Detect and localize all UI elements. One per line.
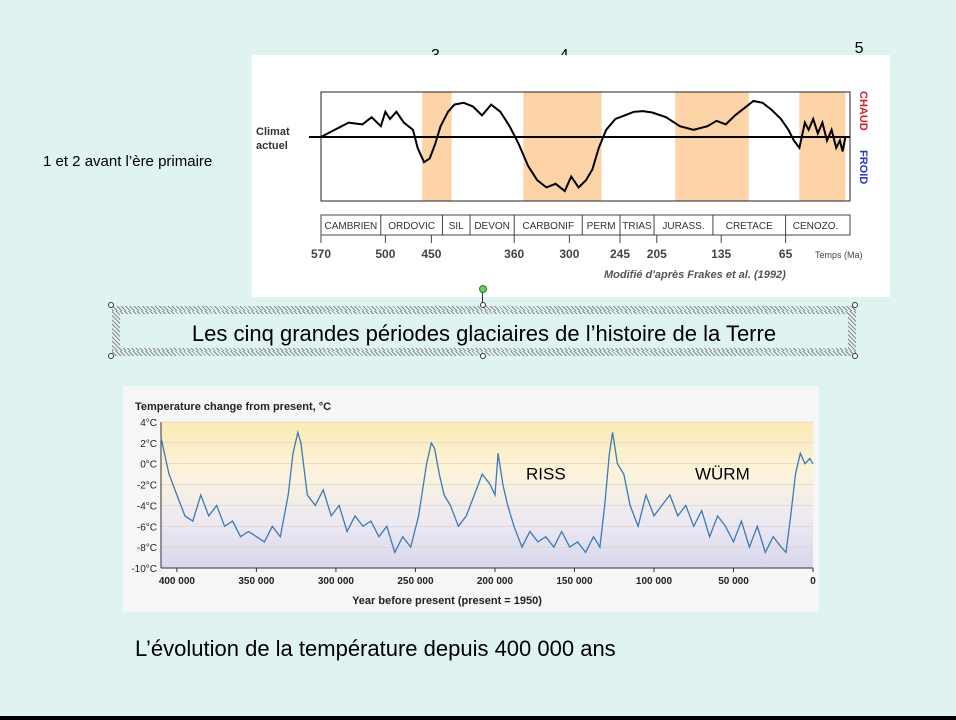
period-label: DEVON xyxy=(474,221,510,232)
x-tick-label: 50 000 xyxy=(718,576,749,587)
period-label: CAMBRIEN xyxy=(325,221,378,232)
temperature-chart-panel: Temperature change from present, °C 4°C 2°… xyxy=(123,386,819,612)
period-label: CENOZO. xyxy=(793,221,839,232)
ylabel-climat: Climat xyxy=(256,126,290,138)
y-tick-label: 4°C xyxy=(140,418,157,429)
glacial-band-1 xyxy=(422,92,452,201)
label-chaud: CHAUD xyxy=(857,91,869,131)
resize-handle-nw[interactable] xyxy=(108,302,114,308)
x-axis-label: Temps (Ma) xyxy=(815,250,863,260)
ylabel-actuel: actuel xyxy=(256,140,288,152)
period-label: JURASS. xyxy=(662,221,704,232)
annotation-riss: RISS xyxy=(526,464,566,483)
x-tick-label: 300 000 xyxy=(318,576,355,587)
rotation-handle-line xyxy=(482,290,483,306)
x-tick-label: 300 xyxy=(559,247,579,261)
resize-handle-se[interactable] xyxy=(852,353,858,359)
rotation-handle[interactable] xyxy=(479,285,487,293)
period-label: PERM xyxy=(587,221,616,232)
x-tick-label: 245 xyxy=(610,247,630,261)
temperature-chart: Temperature change from present, °C 4°C 2°… xyxy=(131,401,816,607)
x-tick-label: 570 xyxy=(311,247,331,261)
x-tick-label: 205 xyxy=(647,247,667,261)
x-axis-label: Year before present (present = 1950) xyxy=(352,595,542,607)
x-tick-label: 65 xyxy=(779,247,793,261)
annotation-würm: WÜRM xyxy=(695,464,750,483)
x-tick-label: 500 xyxy=(375,247,395,261)
resize-handle-n[interactable] xyxy=(480,302,486,308)
plot-frame xyxy=(320,91,851,202)
x-tick-label: 450 xyxy=(421,247,441,261)
y-tick-label: -6°C xyxy=(137,522,157,533)
slide-bottom-border xyxy=(0,716,956,720)
period-label: ORDOVIC xyxy=(388,221,435,232)
x-tick-label: 135 xyxy=(711,247,731,261)
glacial-band-2 xyxy=(523,92,602,201)
geologic-chart-panel: Climat actuel CHAUD FROID CAMBRIEN ORDOVIC SIL… xyxy=(252,55,890,297)
period-label: TRIAS xyxy=(622,221,652,232)
glacial-band-4 xyxy=(799,92,846,201)
period-label: CARBONIF xyxy=(522,221,574,232)
y-tick-label: -4°C xyxy=(137,501,157,512)
caption-top: Les cinq grandes périodes glaciaires de … xyxy=(191,321,777,346)
x-tick-label: 150 000 xyxy=(556,576,593,587)
glaciation-marker-label-5: 5 xyxy=(854,40,864,57)
side-note: 1 et 2 avant l’ère primaire xyxy=(43,153,213,170)
resize-handle-sw[interactable] xyxy=(108,353,114,359)
caption-textbox[interactable]: Les cinq grandes périodes glaciaires de … xyxy=(112,306,856,356)
y-tick-label: 2°C xyxy=(140,439,157,450)
temperature-curve xyxy=(160,429,814,555)
resize-handle-ne[interactable] xyxy=(852,302,858,308)
x-tick-label: 200 000 xyxy=(477,576,514,587)
source-note: Modifié d'après Frakes et al. (1992) xyxy=(604,269,786,281)
y-tick-label: 0°C xyxy=(140,460,157,471)
caption-bottom: L’évolution de la température depuis 400… xyxy=(135,636,616,661)
x-tick-label: 250 000 xyxy=(397,576,434,587)
x-tick-label: 400 000 xyxy=(159,576,196,587)
period-label: SIL xyxy=(449,221,464,232)
y-tick-label: -10°C xyxy=(131,564,157,575)
geologic-chart: Climat actuel CHAUD FROID CAMBRIEN ORDOVIC SIL… xyxy=(256,91,869,281)
x-tick-label: 0 xyxy=(810,576,816,587)
paleoclimate-curve xyxy=(320,99,847,193)
y-tick-label: -2°C xyxy=(137,481,157,492)
x-tick-label: 100 000 xyxy=(636,576,673,587)
resize-handle-s[interactable] xyxy=(480,353,486,359)
period-strip xyxy=(320,214,851,236)
x-tick-label: 360 xyxy=(504,247,524,261)
x-tick-label: 350 000 xyxy=(238,576,275,587)
label-froid: FROID xyxy=(857,150,869,184)
plot-background xyxy=(161,422,813,568)
y-tick-label: -8°C xyxy=(137,543,157,554)
chart-title: Temperature change from present, °C xyxy=(135,401,331,413)
glacial-band-3 xyxy=(675,92,749,201)
period-label: CRETACE xyxy=(726,221,773,232)
